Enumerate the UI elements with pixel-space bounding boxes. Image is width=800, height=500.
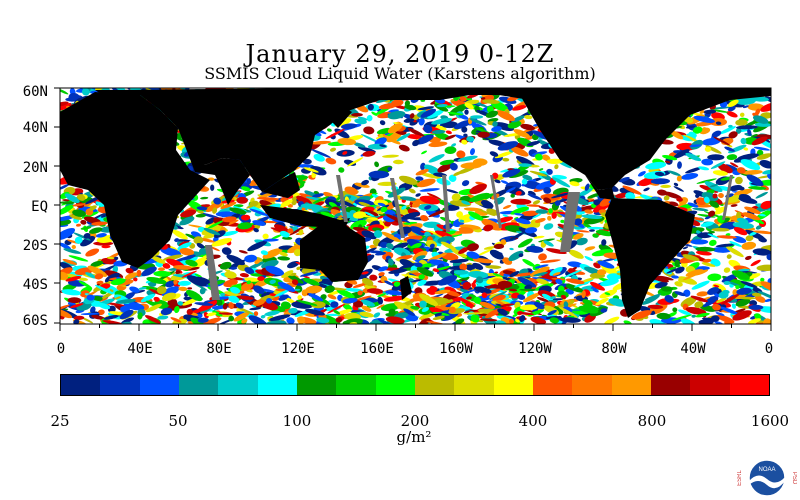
japan: [330, 108, 352, 128]
australia: [300, 225, 368, 282]
greenland: [650, 88, 700, 105]
lon-label-160w: 160W: [439, 341, 473, 357]
indonesia: [260, 205, 350, 228]
africa: [60, 92, 210, 268]
colorbar-swatch: [257, 375, 297, 395]
colorbar-swatch: [218, 375, 258, 395]
world-map: [54, 87, 772, 331]
colorbar-swatch: [650, 375, 691, 395]
colorbar-swatch: [61, 375, 101, 395]
colorbar-swatch: [572, 375, 612, 395]
colorbar-swatch: [100, 375, 140, 395]
southeast-asia: [262, 172, 300, 198]
lon-label-40e: 40E: [127, 341, 153, 357]
lon-label-0: 0: [56, 341, 66, 357]
lon-label-40w: 40W: [680, 341, 706, 357]
new-zealand: [400, 276, 412, 300]
colorbar-swatch: [690, 375, 730, 395]
colorbar-swatch: [493, 375, 533, 395]
colorbar-label-200: 200: [400, 412, 430, 430]
missing-swaths: [205, 175, 733, 300]
land-masses: [60, 88, 771, 318]
lon-label-0-end: 0: [764, 341, 774, 357]
lat-label-60n: 60N: [22, 84, 48, 100]
map-subtitle: SSMIS Cloud Liquid Water (Karstens algor…: [204, 64, 596, 83]
lat-label-20s: 20S: [22, 238, 48, 254]
colorbar-label-100: 100: [282, 412, 312, 430]
lat-label-20n: 20N: [22, 160, 48, 176]
logo-center-text: NOAA: [758, 467, 775, 473]
arabia-india: [178, 128, 250, 205]
central-america: [585, 175, 615, 200]
colorbar-swatch: [414, 375, 455, 395]
noaa-esrl-psd-logo: NOAA ESRL PSD: [737, 459, 797, 497]
colorbar-label-50: 50: [168, 412, 188, 430]
lon-label-80e: 80E: [206, 341, 232, 357]
lat-label-60s: 60S: [22, 313, 48, 329]
lat-label-40s: 40S: [22, 277, 48, 293]
colorbar-swatch: [178, 375, 219, 395]
lon-label-160e: 160E: [360, 341, 394, 357]
colorbar-label-1600: 1600: [750, 412, 790, 430]
colorbar-unit: g/m²: [396, 428, 432, 446]
colorbar-swatch: [296, 375, 337, 395]
colorbar-swatch: [375, 375, 415, 395]
logo-left-text: ESRL: [737, 470, 743, 486]
lat-label-40n: 40N: [22, 120, 48, 136]
lon-label-120e: 120E: [281, 341, 315, 357]
colorbar: [60, 374, 770, 396]
map-title: January 29, 2019 0-12Z: [245, 40, 555, 68]
colorbar-swatch: [454, 375, 494, 395]
north-america: [440, 88, 771, 190]
colorbar-swatch: [611, 375, 651, 395]
madagascar: [148, 214, 162, 246]
south-america: [605, 198, 695, 318]
colorbar-swatch: [336, 375, 376, 395]
colorbar-label-25: 25: [50, 412, 70, 430]
colorbar-swatch: [729, 375, 769, 395]
colorbar-swatch: [139, 375, 179, 395]
lon-label-120w: 120W: [518, 341, 552, 357]
colorbar-label-400: 400: [518, 412, 548, 430]
colorbar-label-800: 800: [637, 412, 667, 430]
lat-label-eq: EQ: [31, 199, 48, 215]
logo-right-text: PSD: [791, 472, 797, 485]
lon-label-80w: 80W: [601, 341, 627, 357]
colorbar-swatch: [532, 375, 573, 395]
